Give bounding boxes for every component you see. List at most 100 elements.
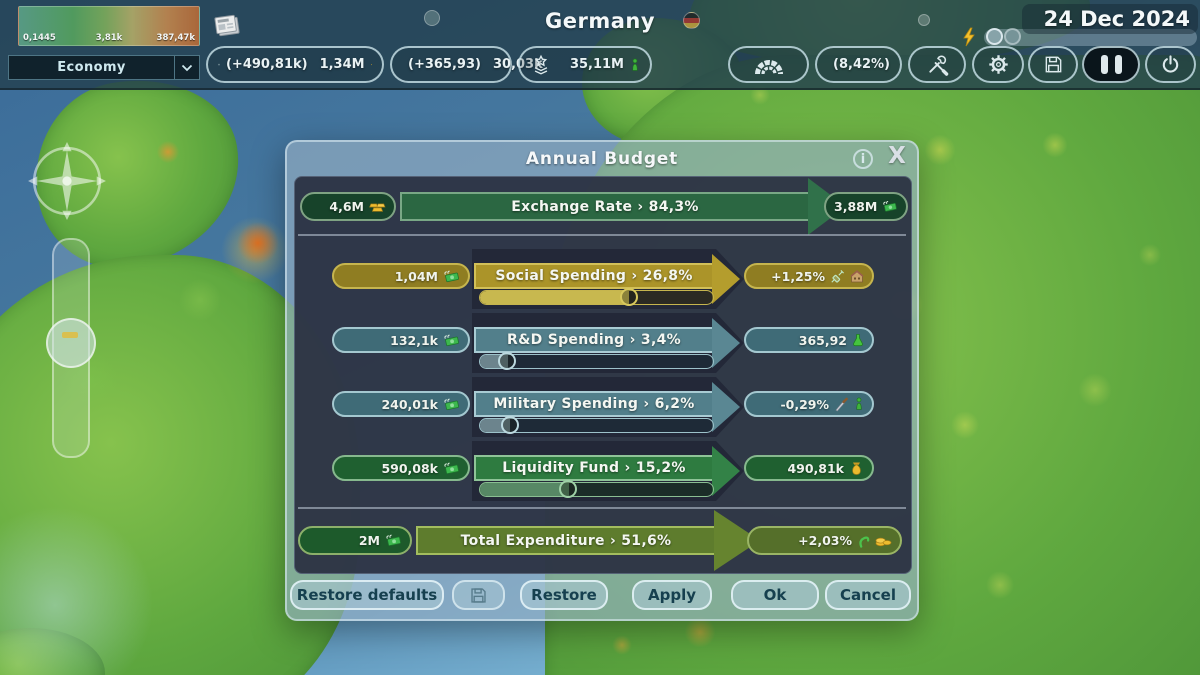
total-expenditure-row: 2M Total Expenditure › 51,6% +2,03% xyxy=(287,510,917,571)
power-icon xyxy=(1162,55,1179,73)
flying-money-icon xyxy=(386,534,401,547)
rnd-spending-row: 132,1k R&D Spending › 3,4% 365,92 xyxy=(287,313,917,373)
germany-flag-marker xyxy=(683,12,700,29)
pawn-icon xyxy=(856,397,862,410)
flying-money-icon xyxy=(444,270,459,282)
house-icon xyxy=(850,269,864,282)
date-value: 24 Dec 2024 xyxy=(1043,7,1190,31)
close-icon: X xyxy=(888,143,906,169)
game-speed-slider[interactable] xyxy=(984,28,1197,46)
social-spending-label[interactable]: Social Spending › 26,8% xyxy=(474,263,712,289)
save-budget-button[interactable] xyxy=(452,580,505,610)
slider-handle[interactable] xyxy=(620,288,639,306)
lightning-icon xyxy=(963,27,975,47)
compass-rose[interactable] xyxy=(26,140,108,222)
money-bag-icon xyxy=(370,63,372,66)
speed-knob-1[interactable] xyxy=(986,28,1003,45)
restore-defaults-button[interactable]: Restore defaults xyxy=(290,580,444,610)
social-right-value: +1,25% xyxy=(744,263,874,289)
total-right-value: +2,03% xyxy=(747,526,902,555)
liquidity-right-value: 490,81k xyxy=(744,455,874,481)
settings-button[interactable] xyxy=(972,46,1024,83)
flask-small-icon xyxy=(853,334,863,347)
total-expenditure-label[interactable]: Total Expenditure › 51,6% xyxy=(416,526,714,555)
exchange-left-value: 4,6M xyxy=(300,192,396,221)
military-right-value: -0,29% xyxy=(744,391,874,417)
rnd-right-value: 365,92 xyxy=(744,327,874,353)
research-delta: (+365,93) xyxy=(408,57,481,72)
map-city-marker xyxy=(918,14,930,26)
map-city-marker xyxy=(424,10,440,26)
social-spending-slider[interactable] xyxy=(479,288,714,306)
tools-button[interactable] xyxy=(908,46,966,83)
gauge-arch-icon xyxy=(754,59,783,74)
flying-money-icon xyxy=(444,462,459,474)
power-button[interactable] xyxy=(1145,46,1196,83)
manpower-pill[interactable]: 35,11M xyxy=(518,46,652,83)
military-left-value: 240,01k xyxy=(332,391,470,417)
treasury-value: 1,34M xyxy=(319,57,365,72)
exchange-rate-label[interactable]: Exchange Rate › 84,3% xyxy=(400,192,808,221)
slider-handle[interactable] xyxy=(500,416,519,434)
liquidity-fund-label[interactable]: Liquidity Fund › 15,2% xyxy=(474,455,712,481)
legend-mid: 3,81k xyxy=(95,33,123,43)
close-button[interactable]: X xyxy=(883,143,911,171)
slider-handle[interactable] xyxy=(559,480,578,498)
apply-button[interactable]: Apply xyxy=(632,580,712,610)
rank-star-icon xyxy=(534,54,548,74)
exchange-rate-row: 4,6M Exchange Rate › 84,3% 3,88M xyxy=(287,178,917,235)
liquidity-fund-slider[interactable] xyxy=(479,480,714,498)
map-zoom-handle[interactable] xyxy=(46,318,96,368)
social-left-value: 1,04M xyxy=(332,263,470,289)
annual-budget-dialog: Annual Budget i X 4,6M Exchange Rate › 8… xyxy=(285,140,919,621)
speed-knob-2[interactable] xyxy=(1004,28,1021,45)
map-mode-value: Economy xyxy=(57,60,126,75)
ok-button[interactable]: Ok xyxy=(731,580,819,610)
research-pill[interactable]: (+365,93) 30,03k xyxy=(390,46,543,83)
map-mode-select[interactable]: Economy xyxy=(8,55,200,80)
floppy-icon xyxy=(1045,56,1061,73)
dialog-title: Annual Budget xyxy=(525,149,679,169)
coins-icon xyxy=(875,537,892,547)
top-bar: 0,1445 3,81k 387,47k Economy xyxy=(0,0,1200,90)
flying-money-icon xyxy=(444,398,459,410)
quicksave-button[interactable] xyxy=(1028,46,1078,83)
country-title: Germany xyxy=(544,9,656,33)
sprout-icon xyxy=(859,536,870,548)
info-icon: i xyxy=(860,151,866,167)
slider-handle[interactable] xyxy=(498,352,517,370)
social-spending-row: 1,04M Social Spending › 26,8% +1,25% xyxy=(287,249,917,309)
syringe-icon xyxy=(831,269,844,283)
military-spending-label[interactable]: Military Spending › 6,2% xyxy=(474,391,712,417)
money-bag-icon xyxy=(852,462,861,475)
pause-button[interactable] xyxy=(1082,46,1140,83)
rnd-spending-slider[interactable] xyxy=(479,352,714,370)
info-button[interactable]: i xyxy=(853,149,873,169)
restore-button[interactable]: Restore xyxy=(520,580,608,610)
zoom-handle-label xyxy=(62,332,78,338)
unemployment-pill[interactable]: (8,42%) xyxy=(815,46,902,83)
flying-money-icon xyxy=(883,201,898,212)
news-button[interactable] xyxy=(210,10,243,41)
military-spending-slider[interactable] xyxy=(479,416,714,434)
legend-min: 0,1445 xyxy=(23,33,56,43)
game-speed-control xyxy=(961,27,977,47)
total-left-value: 2M xyxy=(298,526,412,555)
section-divider xyxy=(298,507,906,509)
rnd-spending-label[interactable]: R&D Spending › 3,4% xyxy=(474,327,712,353)
compass-icon xyxy=(28,142,106,220)
newspaper-icon xyxy=(214,14,240,37)
cancel-button[interactable]: Cancel xyxy=(825,580,911,610)
exchange-right-value: 3,88M xyxy=(824,192,908,221)
gear-icon xyxy=(988,55,1008,74)
approval-gauge-button[interactable] xyxy=(728,46,809,83)
pause-icon xyxy=(1100,55,1122,74)
treasury-delta: (+490,81k) xyxy=(225,57,308,72)
section-divider xyxy=(298,234,906,236)
liquidity-fund-row: 590,08k Liquidity Fund › 15,2% 490,81k xyxy=(287,441,917,501)
treasury-pill[interactable]: (+490,81k) 1,34M xyxy=(206,46,384,83)
liquidity-left-value: 590,08k xyxy=(332,455,470,481)
map-zoom-slider[interactable] xyxy=(46,238,96,458)
knife-icon xyxy=(835,397,848,411)
floppy-icon xyxy=(471,587,486,603)
